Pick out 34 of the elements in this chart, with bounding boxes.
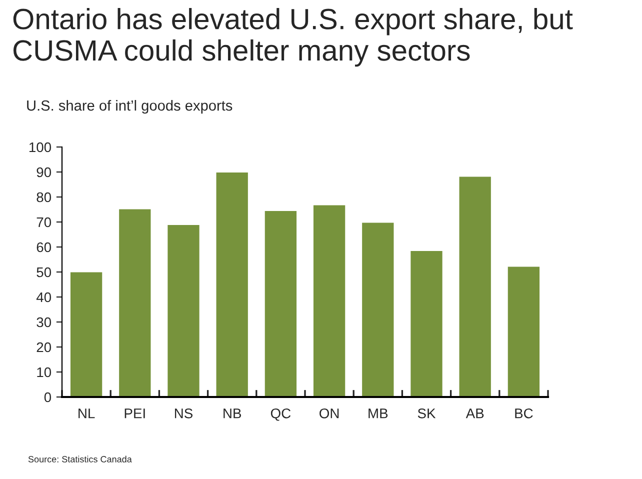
bar (458, 175, 492, 397)
x-tick-label: SK (418, 408, 436, 418)
x-tick-label: AB (466, 408, 484, 418)
bar (166, 224, 201, 397)
bar (506, 265, 541, 397)
y-tick-label: 40 (36, 292, 52, 302)
bar (312, 204, 347, 397)
x-tick-label: MB (368, 408, 388, 418)
y-tick-label: 10 (37, 367, 52, 378)
x-tick-label: ON (320, 408, 339, 418)
chart-title: Ontario has elevated U.S. export share, but CUSMA could shelter many sectors (13, 8, 573, 67)
y-tick-label: 60 (36, 242, 52, 252)
bar (263, 210, 298, 397)
bar (118, 208, 152, 397)
source-note: Source: Statistics Canada (28, 456, 132, 462)
y-tick-label: 20 (36, 342, 52, 352)
x-tick-label: QC (270, 408, 291, 421)
bar (409, 250, 444, 397)
bar (69, 270, 104, 397)
x-tick-label: NL (78, 408, 95, 418)
y-tick-label: 80 (36, 192, 52, 202)
y-tick-label: 70 (36, 217, 52, 228)
bar (214, 171, 250, 397)
chart-subtitle: U.S. share of int’l goods exports (27, 100, 232, 114)
y-tick-label: 50 (36, 267, 52, 278)
y-tick-label: 30 (36, 317, 52, 328)
x-tick-label: BC (515, 408, 533, 418)
x-tick-label: NS (174, 408, 193, 418)
y-tick-label: 100 (29, 142, 52, 152)
bar (360, 221, 396, 397)
y-tick-label: 90 (36, 167, 52, 178)
x-tick-label: NB (224, 408, 242, 418)
y-tick-label: 0 (44, 392, 52, 402)
x-tick-label: PEI (124, 408, 145, 418)
